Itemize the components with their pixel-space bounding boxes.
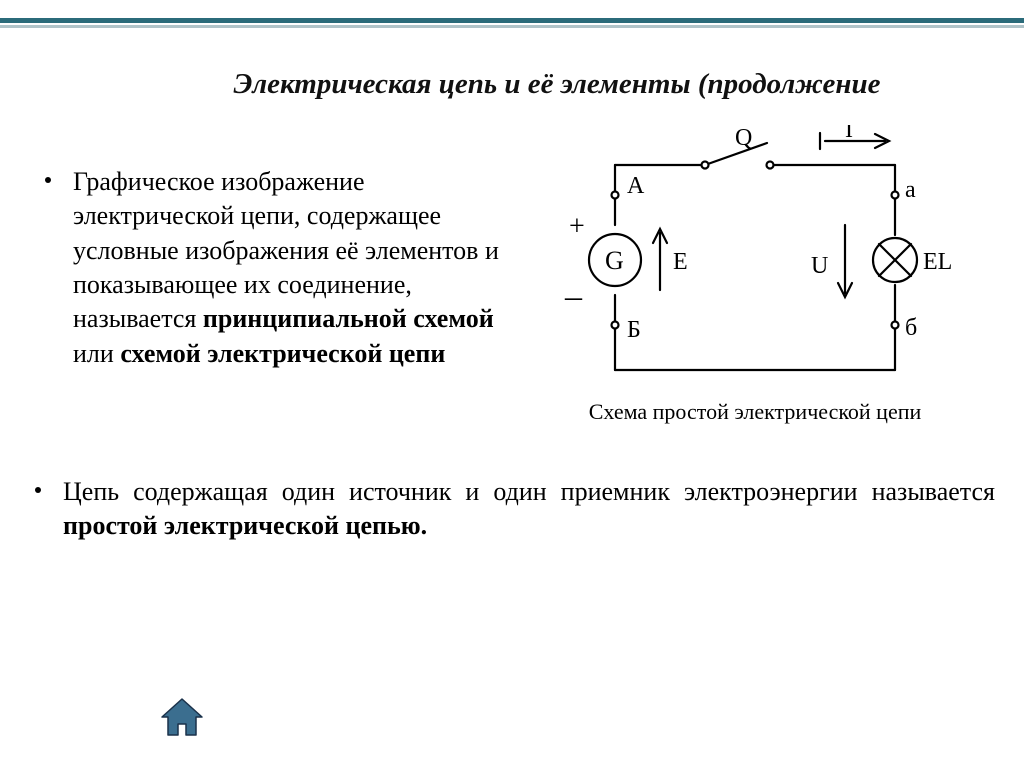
bullet1-bold2: схемой электрической цепи [120,339,445,368]
diagram-caption: Схема простой электрической цепи [540,398,970,426]
bullet1-bold1: принципиальной схемой [203,304,494,333]
label-A: А [627,173,645,199]
circuit-diagram: Q I А а + G E U EL – Б б [545,125,965,390]
label-b: б [905,315,917,341]
label-minus: – [564,278,583,315]
label-U: U [811,253,828,279]
circuit-diagram-block: Q I А а + G E U EL – Б б Схема простой э… [540,125,970,426]
label-EL: EL [923,249,952,275]
bullet-item-1: Графическое изображение электрической це… [45,165,510,371]
bullet1-mid: или [73,339,120,368]
label-a: а [905,177,916,203]
home-button[interactable] [160,697,204,737]
bullet-text-1: Графическое изображение электрической це… [73,165,510,371]
bullet2-pre: Цепь содержащая один источник и один при… [63,477,995,506]
header-rule-primary [0,18,1024,23]
bullet-dot [35,487,41,493]
bullet-dot [45,177,51,183]
label-E: E [673,249,688,275]
label-I: I [845,125,853,143]
label-B: Б [627,317,641,343]
home-icon [160,697,204,737]
header-rule [0,18,1024,30]
label-plus: + [569,211,585,242]
page-title: Электрическая цепь и её элементы (продол… [0,68,1024,101]
bullet-text-2: Цепь содержащая один источник и один при… [63,475,995,544]
bullet-item-2: Цепь содержащая один источник и один при… [35,475,995,544]
circuit-svg: Q I А а + G E U EL – Б б [545,125,965,390]
header-rule-secondary [0,25,1024,28]
label-Q: Q [735,125,752,151]
bullet2-bold: простой электрической цепью. [63,511,427,540]
label-G: G [605,246,624,275]
